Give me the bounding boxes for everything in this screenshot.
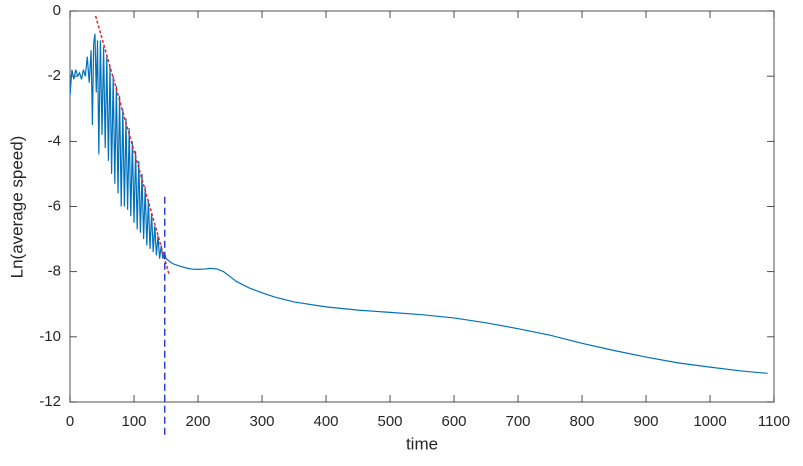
- x-tick-label: 1100: [758, 413, 790, 430]
- y-tick-label: -6: [48, 197, 61, 214]
- y-axis-label: Ln(average speed): [7, 136, 26, 279]
- x-tick-label: 600: [441, 413, 466, 430]
- x-tick-label: 1000: [693, 413, 726, 430]
- y-tick-label: -8: [48, 263, 61, 280]
- x-axis-label: time: [406, 434, 438, 453]
- x-tick-label: 500: [377, 413, 402, 430]
- x-tick-label: 200: [185, 413, 210, 430]
- y-tick-label: 0: [53, 2, 61, 19]
- data-line: [69, 33, 768, 374]
- x-tick-label: 300: [249, 413, 274, 430]
- y-tick-label: -10: [39, 328, 61, 345]
- y-tick-label: -12: [39, 393, 61, 410]
- y-tick-label: -4: [48, 132, 61, 149]
- x-tick-label: 0: [66, 413, 74, 430]
- x-tick-label: 400: [313, 413, 338, 430]
- x-tick-label: 900: [633, 413, 658, 430]
- x-tick-label: 700: [505, 413, 530, 430]
- x-tick-label: 100: [121, 413, 146, 430]
- x-tick-label: 800: [569, 413, 594, 430]
- plot-box: [69, 10, 775, 403]
- y-tick-label: -2: [48, 67, 61, 84]
